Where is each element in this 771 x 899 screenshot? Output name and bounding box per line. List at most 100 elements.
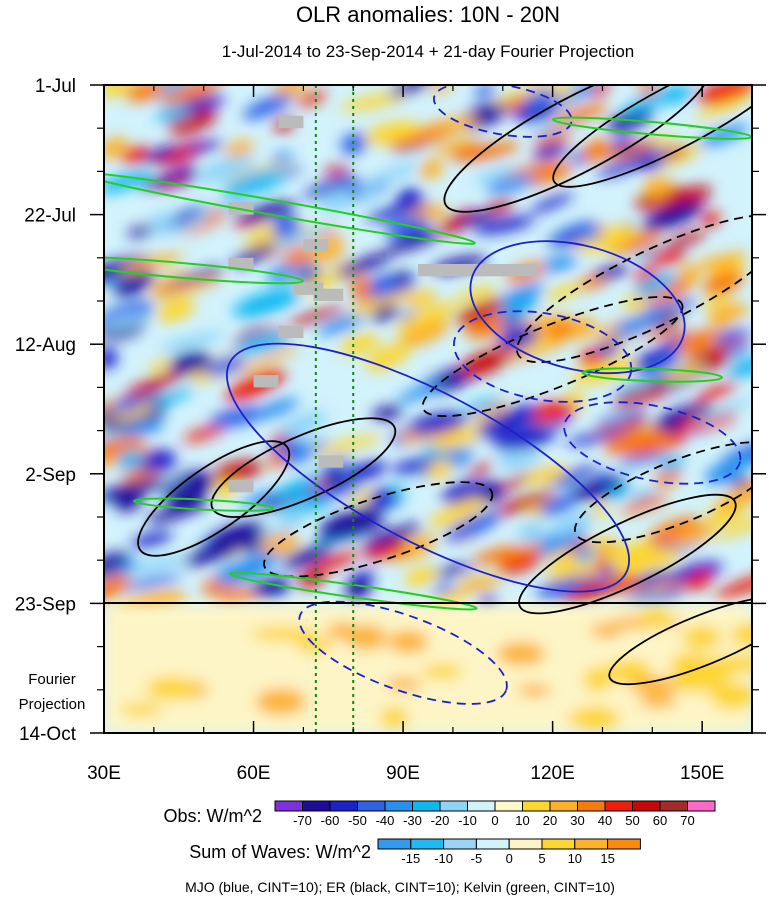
obs-colorbar-level-label: 70 — [680, 813, 694, 828]
projection-patch — [380, 706, 409, 730]
anomaly-patch — [596, 153, 665, 177]
anomaly-patch — [168, 108, 217, 135]
anomaly-patch — [169, 351, 211, 375]
obs-colorbar-swatch — [659, 800, 688, 812]
anomaly-patch — [613, 548, 681, 574]
anomaly-patch — [726, 357, 752, 379]
projection-patch — [639, 607, 673, 629]
missing-data-block — [418, 263, 538, 277]
anomaly-patch — [641, 299, 698, 316]
anomaly-patch — [472, 166, 516, 184]
kelvin-contour — [581, 367, 724, 383]
anomaly-patch — [121, 555, 188, 575]
waves-colorbar-swatch — [574, 838, 609, 850]
projection-patch — [628, 677, 679, 694]
anomaly-patch — [638, 85, 659, 95]
waves-colorbar-level-label: 0 — [506, 851, 513, 866]
anomaly-patch — [546, 320, 575, 340]
anomaly-patch — [491, 491, 554, 517]
anomaly-patch — [476, 404, 539, 439]
er-contour — [516, 214, 752, 364]
anomaly-patch — [275, 411, 328, 438]
anomaly-patch — [267, 224, 333, 252]
missing-data-block — [303, 239, 329, 252]
obs-colorbar-swatch — [467, 800, 496, 812]
anomaly-patch — [121, 574, 182, 590]
anomaly-patch — [117, 449, 144, 471]
anomaly-patch — [391, 271, 413, 284]
anomaly-patch — [399, 319, 450, 347]
anomaly-patch — [419, 159, 444, 180]
anomaly-patch — [698, 124, 749, 147]
anomaly-patch — [581, 139, 612, 163]
anomaly-patch — [715, 573, 752, 600]
anomaly-patch — [562, 579, 622, 605]
anomaly-patch — [348, 293, 413, 316]
projection-patch — [120, 702, 163, 716]
anomaly-patch — [242, 93, 293, 120]
y-tick-label: 14-Oct — [19, 724, 77, 745]
axes: 30E 60E 90E 120E 150E 1-Jul 22-Jul 12-Aug 2-Sep 2… — [15, 76, 766, 784]
anomaly-patch — [525, 465, 568, 485]
chart-subtitle: 1-Jul-2014 to 23-Sep-2014 + 21-day Fouri… — [222, 42, 635, 61]
projection-patch — [517, 684, 551, 697]
anomaly-patch — [537, 255, 578, 272]
anomaly-patch — [473, 216, 535, 235]
anomaly-patch — [456, 575, 501, 593]
mjo-contour — [298, 600, 508, 705]
anomaly-patch — [104, 313, 153, 331]
anomaly-patch — [544, 282, 588, 301]
anomaly-patch — [224, 140, 254, 157]
missing-data-block — [278, 115, 304, 129]
obs-colorbar-swatch — [687, 800, 716, 812]
obs-colorbar-swatch — [274, 800, 303, 812]
obs-colorbar-swatch — [632, 800, 661, 812]
anomaly-patch — [385, 230, 441, 253]
anomaly-patch — [104, 169, 151, 194]
waves-colorbar-level-label: -15 — [401, 851, 420, 866]
anomaly-patch — [271, 152, 294, 164]
anomaly-patch — [204, 356, 246, 376]
projection-anomaly-field — [104, 604, 752, 733]
anomaly-patch — [311, 550, 360, 574]
mjo-contour — [469, 240, 686, 375]
anomaly-patch — [162, 476, 215, 504]
y-tick-label: 2-Sep — [25, 465, 76, 486]
projection-patch — [421, 664, 464, 680]
anomaly-patch — [411, 289, 433, 305]
chart-title: OLR anomalies: 10N - 20N — [296, 2, 560, 27]
anomaly-patch — [664, 87, 698, 105]
anomaly-patch — [303, 175, 357, 199]
anomaly-patch — [659, 456, 685, 473]
anomaly-patch — [432, 427, 481, 450]
anomaly-patch — [323, 469, 346, 488]
anomaly-patch — [296, 91, 327, 106]
anomaly-patch — [123, 371, 183, 399]
projection-label-line2: Projection — [19, 696, 86, 713]
projection-patch — [604, 659, 653, 684]
waves-colorbar-swatch — [377, 838, 412, 850]
contour-caption: MJO (blue, CINT=10); ER (black, CINT=10)… — [185, 879, 615, 895]
anomaly-patch — [181, 95, 225, 112]
anomaly-patch — [276, 481, 316, 498]
anomaly-patch — [147, 212, 177, 232]
anomaly-patch — [462, 397, 502, 415]
anomaly-patch — [281, 546, 333, 568]
anomaly-patch — [593, 264, 629, 279]
anomaly-patch — [235, 345, 301, 375]
er-contour — [210, 417, 397, 518]
projection-label-line1: Fourier — [28, 671, 76, 688]
anomaly-patch — [237, 201, 296, 223]
anomaly-patch — [652, 404, 713, 434]
anomaly-patch — [363, 121, 420, 145]
obs-colorbar-label: Obs: W/m^2 — [164, 806, 262, 826]
missing-data-block — [253, 375, 279, 388]
anomaly-patch — [121, 146, 150, 164]
anomaly-patch — [538, 495, 578, 516]
anomaly-patch — [162, 85, 222, 106]
anomaly-patch — [457, 285, 498, 303]
anomaly-patch — [611, 311, 662, 339]
anomaly-patch — [324, 165, 348, 177]
anomaly-patch — [499, 449, 525, 471]
obs-colorbar-swatch — [577, 800, 606, 812]
